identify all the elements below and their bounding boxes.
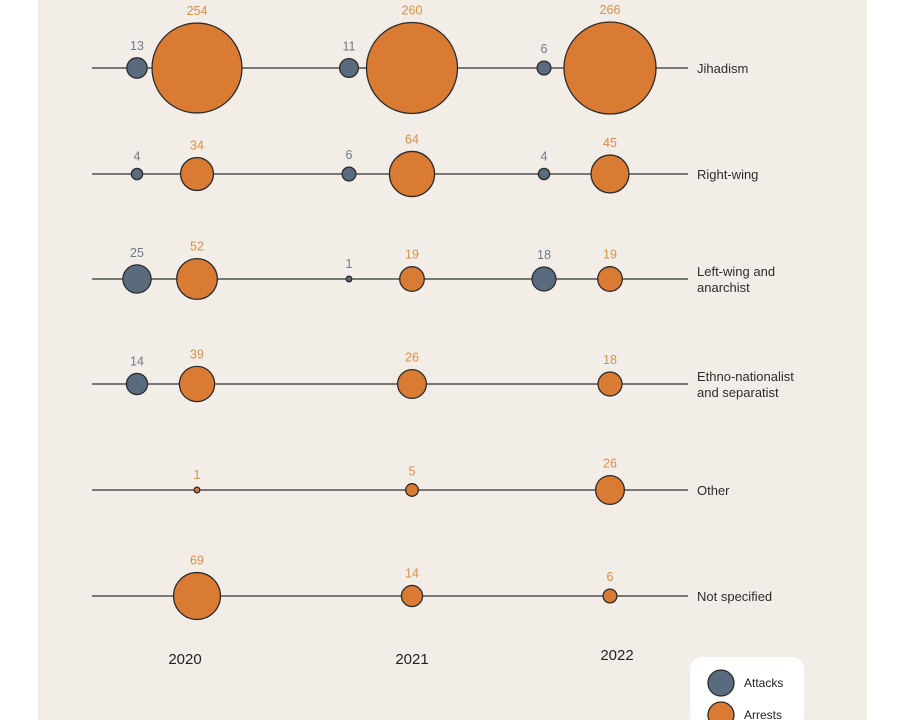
arrests-value-label: 26 (603, 457, 617, 471)
category-label: anarchist (697, 280, 750, 295)
category-label: Ethno-nationalist (697, 369, 794, 384)
category-label: and separatist (697, 385, 779, 400)
category-label: Not specified (697, 589, 772, 604)
arrests-bubble (563, 21, 657, 115)
arrests-value-label: 34 (190, 139, 204, 153)
arrests-value-label: 18 (603, 353, 617, 367)
arrests-value-label: 69 (190, 554, 204, 568)
attacks-bubble (531, 266, 557, 292)
attacks-value-label: 14 (130, 354, 144, 368)
attacks-bubble (122, 264, 152, 294)
arrests-bubble (602, 588, 618, 604)
category-row: Not specified 69 14 6 (92, 554, 772, 621)
attacks-bubble (126, 57, 148, 79)
attacks-bubble (345, 275, 353, 283)
arrests-value-label: 52 (190, 240, 204, 254)
arrests-value-label: 19 (603, 248, 617, 262)
attacks-bubble (537, 167, 551, 181)
attacks-value-label: 6 (541, 42, 548, 56)
arrests-value-label: 19 (405, 248, 419, 262)
attacks-value-label: 6 (346, 148, 353, 162)
attacks-value-label: 1 (346, 257, 353, 271)
arrests-bubble (594, 474, 626, 506)
legend: Attacks Arrests (690, 657, 804, 720)
year-label: 2021 (395, 651, 428, 668)
legend-swatch (707, 669, 735, 697)
arrests-bubble (388, 150, 436, 198)
legend-swatch (707, 701, 735, 720)
arrests-value-label: 254 (187, 4, 208, 18)
attacks-value-label: 11 (343, 40, 356, 54)
category-row: Jihadism 254 260 266 13 11 6 (92, 3, 748, 115)
arrests-bubble (178, 365, 216, 403)
attacks-value-label: 25 (130, 246, 144, 260)
category-label: Other (697, 483, 730, 498)
arrests-value-label: 45 (603, 136, 617, 150)
attacks-bubble (536, 60, 552, 76)
legend-label: Attacks (744, 676, 783, 690)
category-label: Jihadism (697, 61, 748, 76)
arrests-bubble (597, 266, 623, 292)
arrests-value-label: 6 (607, 570, 614, 584)
arrests-value-label: 64 (405, 132, 419, 146)
arrests-bubble (179, 156, 215, 192)
arrests-value-label: 39 (190, 347, 204, 361)
arrests-bubble (396, 368, 428, 400)
legend-label: Arrests (744, 708, 782, 720)
attacks-value-label: 4 (541, 149, 548, 163)
arrests-bubble (365, 21, 459, 115)
arrests-value-label: 1 (194, 468, 201, 482)
attacks-value-label: 4 (134, 149, 141, 163)
attacks-value-label: 18 (537, 248, 551, 262)
attacks-bubble (130, 167, 144, 181)
attacks-value-label: 13 (130, 39, 144, 53)
arrests-value-label: 14 (405, 566, 419, 580)
arrests-value-label: 26 (405, 351, 419, 365)
arrests-bubble (399, 266, 425, 292)
year-label: 2022 (600, 647, 633, 664)
year-label: 2020 (168, 651, 201, 668)
arrests-bubble (193, 486, 201, 494)
arrests-bubble (597, 371, 623, 397)
attacks-bubble (341, 166, 357, 182)
category-row: Other 1 5 26 (92, 457, 730, 506)
attacks-bubble (125, 372, 149, 396)
category-label: Right-wing (697, 167, 758, 182)
category-label: Left-wing and (697, 264, 775, 279)
arrests-bubble (405, 483, 419, 497)
arrests-bubble (590, 154, 630, 194)
arrests-bubble (151, 22, 243, 114)
arrests-bubble (172, 571, 222, 621)
arrests-value-label: 260 (402, 4, 423, 18)
arrests-bubble (176, 258, 218, 300)
arrests-value-label: 5 (409, 465, 416, 479)
arrests-bubble (400, 584, 424, 608)
arrests-value-label: 266 (600, 3, 621, 17)
attacks-bubble (338, 57, 360, 79)
